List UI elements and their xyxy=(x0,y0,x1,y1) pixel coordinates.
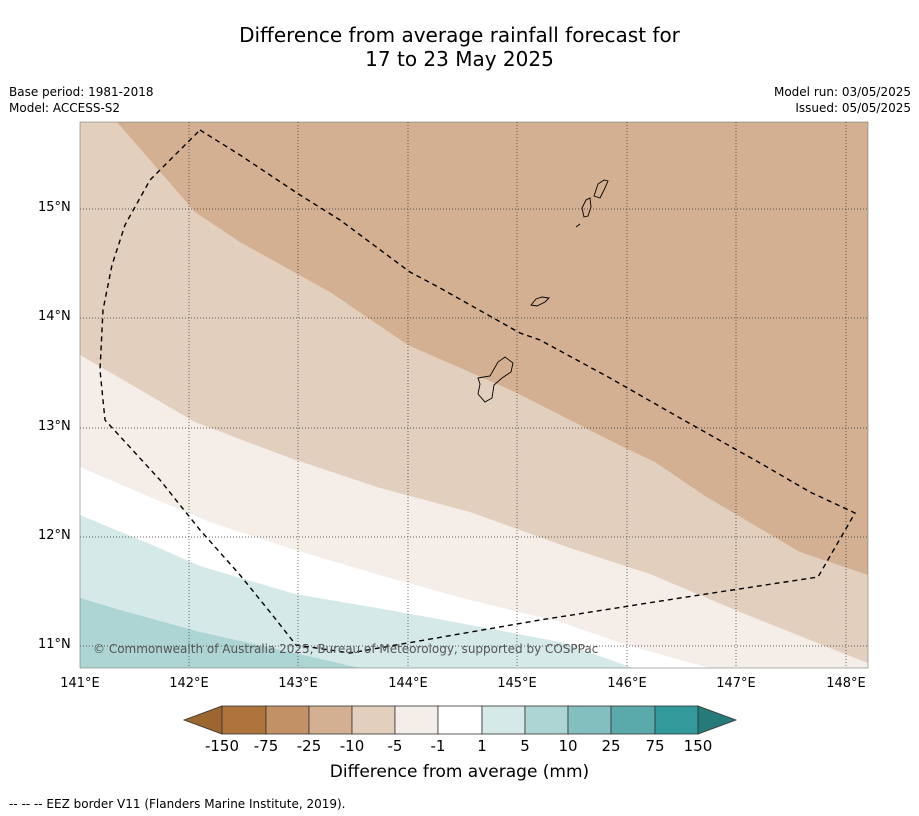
map-title-line1: Difference from average rainfall forecas… xyxy=(239,23,680,47)
colorbar-cell xyxy=(654,705,699,735)
base-period: Base period: 1981-2018 xyxy=(9,85,154,99)
colorbar-tick: -75 xyxy=(253,737,279,755)
eez-border xyxy=(99,129,856,654)
islands xyxy=(477,179,609,403)
model-run: Model run: 03/05/2025 xyxy=(773,85,911,99)
colorbar-cell xyxy=(394,705,439,735)
colorbar-cell xyxy=(351,705,396,735)
colorbar-cell xyxy=(265,705,310,735)
lat-label-14n: 14°N xyxy=(38,309,71,324)
model-name: Model: ACCESS-S2 xyxy=(9,101,121,115)
colorbar-title: Difference from average (mm) xyxy=(329,762,590,782)
eez-legend-footer: -- -- -- EEZ border V11 (Flanders Marine… xyxy=(9,797,346,811)
colorbar-cell xyxy=(567,705,612,735)
copyright-notice: © Commonwealth of Australia 2025, Bureau… xyxy=(93,642,598,656)
colorbar-tick: -25 xyxy=(296,737,322,755)
tinian-island xyxy=(581,197,592,218)
lon-label-144e: 144°E xyxy=(388,676,428,691)
lon-label-143e: 143°E xyxy=(278,676,318,691)
rota-island xyxy=(530,296,550,307)
lon-label-145e: 145°E xyxy=(497,676,537,691)
colorbar-upper-extension xyxy=(697,705,738,735)
issued-date: Issued: 05/05/2025 xyxy=(795,101,911,115)
colorbar-tick: -1 xyxy=(430,737,446,755)
lat-label-13n: 13°N xyxy=(38,419,71,434)
colorbar-tick: 75 xyxy=(645,737,665,755)
colorbar-tick: -150 xyxy=(204,737,240,755)
band-10-to-25 xyxy=(80,598,360,668)
lat-label-15n: 15°N xyxy=(38,200,71,215)
colorbar-tick: -10 xyxy=(339,737,365,755)
colorbar-tick: 5 xyxy=(520,737,530,755)
colorbar-tick: 25 xyxy=(601,737,621,755)
colorbar-lower-extension xyxy=(182,705,223,735)
colorbar-cell xyxy=(437,705,483,735)
colorbar-tick: 150 xyxy=(683,737,713,755)
meta-right: Model run: 03/05/2025 Issued: 05/05/2025 xyxy=(774,84,911,116)
lon-label-147e: 147°E xyxy=(716,676,756,691)
colorbar-tick: 10 xyxy=(558,737,578,755)
map-frame xyxy=(79,121,869,669)
rainfall-bands xyxy=(80,122,868,668)
graticule xyxy=(80,122,868,668)
aguijan-island xyxy=(575,223,581,228)
colorbar-cell xyxy=(308,705,353,735)
colorbar-cell xyxy=(221,705,267,735)
lon-label-142e: 142°E xyxy=(169,676,209,691)
lon-label-146e: 146°E xyxy=(607,676,647,691)
colorbar-cell xyxy=(481,705,526,735)
saipan-island xyxy=(593,179,609,199)
band-5-to-10 xyxy=(80,515,633,668)
map-title-line2: 17 to 23 May 2025 xyxy=(365,47,554,71)
meta-left: Base period: 1981-2018 Model: ACCESS-S2 xyxy=(9,84,154,116)
lon-label-141e: 141°E xyxy=(60,676,100,691)
colorbar xyxy=(182,705,738,735)
colorbar-tick: 1 xyxy=(477,737,487,755)
colorbar-cell xyxy=(610,705,656,735)
colorbar-cell xyxy=(524,705,569,735)
colorbar-tick: -5 xyxy=(387,737,403,755)
lat-label-11n: 11°N xyxy=(38,637,71,652)
lon-label-148e: 148°E xyxy=(826,676,866,691)
lat-label-12n: 12°N xyxy=(38,528,71,543)
guam-island xyxy=(477,356,514,403)
